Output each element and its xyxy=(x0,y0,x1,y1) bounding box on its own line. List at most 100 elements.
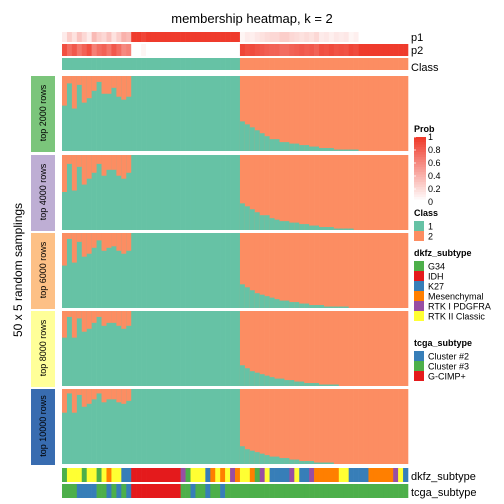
p2-cell xyxy=(289,44,295,56)
p1-cell xyxy=(249,32,256,42)
tcga-subtype-cell xyxy=(141,484,147,498)
p1-cell xyxy=(289,32,295,42)
membership-column xyxy=(378,76,384,151)
dkfz-subtype-cell xyxy=(348,468,354,482)
p2-cell xyxy=(309,44,315,56)
membership-column xyxy=(121,311,127,386)
membership-flip xyxy=(279,142,285,151)
tcga-subtype-cell xyxy=(190,484,196,498)
membership-flip xyxy=(274,378,280,386)
dkfz-subtype-legend-label: RTK I PDGFRA xyxy=(428,302,491,312)
tcga-subtype-cell xyxy=(101,484,107,498)
membership-column xyxy=(121,155,127,230)
membership-column xyxy=(328,311,335,386)
p2-cell xyxy=(195,44,201,56)
class-cell xyxy=(358,58,364,70)
membership-column xyxy=(279,233,285,308)
membership-column xyxy=(66,311,73,386)
class-cell xyxy=(165,58,172,70)
membership-column xyxy=(388,311,394,386)
dkfz-subtype-cell xyxy=(170,468,176,482)
membership-flip xyxy=(106,311,112,323)
p2-cell xyxy=(343,44,349,56)
membership-column xyxy=(319,76,325,151)
membership-flip xyxy=(244,449,251,464)
tcga-subtype-cell xyxy=(353,484,359,498)
tcga-subtype-legend-swatch xyxy=(414,361,424,371)
membership-flip xyxy=(249,290,256,308)
membership-flip xyxy=(101,389,107,403)
prob-gradient-step xyxy=(414,147,426,150)
membership-flip xyxy=(319,227,325,230)
membership-column xyxy=(289,76,295,151)
membership-flip xyxy=(91,311,97,323)
dkfz-subtype-cell xyxy=(185,468,191,482)
p1-cell xyxy=(76,32,83,42)
membership-column xyxy=(86,76,92,151)
membership-column xyxy=(185,233,191,308)
membership-flip xyxy=(86,311,92,329)
class-cell xyxy=(76,58,83,70)
p1-cell xyxy=(343,32,349,42)
membership-column xyxy=(126,155,132,230)
membership-column xyxy=(190,389,196,464)
membership-flip xyxy=(126,76,132,97)
membership-column xyxy=(175,311,181,386)
membership-column xyxy=(235,155,241,230)
membership-column xyxy=(81,76,88,151)
tcga-subtype-cell xyxy=(131,484,137,498)
prob-gradient-step xyxy=(414,187,426,190)
membership-column xyxy=(126,233,132,308)
dkfz-subtype-cell xyxy=(235,468,241,482)
class-cell xyxy=(71,58,78,70)
dkfz-subtype-cell xyxy=(146,468,152,482)
membership-flip xyxy=(319,462,325,464)
membership-column xyxy=(309,155,315,230)
membership-flip xyxy=(284,458,290,464)
dkfz-subtype-cell xyxy=(338,468,345,482)
p2-cell xyxy=(269,44,275,56)
membership-flip xyxy=(269,377,275,386)
membership-column xyxy=(358,389,364,464)
membership-column xyxy=(146,155,152,230)
membership-column xyxy=(348,155,354,230)
membership-column xyxy=(175,233,181,308)
membership-column xyxy=(141,311,147,386)
membership-column xyxy=(393,76,399,151)
membership-column xyxy=(338,76,345,151)
prob-gradient-step xyxy=(414,182,426,185)
membership-flip xyxy=(81,389,88,407)
membership-column xyxy=(101,389,107,464)
dkfz-subtype-cell xyxy=(136,468,142,482)
membership-column xyxy=(279,389,285,464)
membership-column xyxy=(62,233,68,308)
p1-cell xyxy=(304,32,310,42)
dkfz-subtype-cell xyxy=(205,468,211,482)
membership-flip xyxy=(106,389,112,400)
membership-column xyxy=(146,311,152,386)
prob-gradient-step xyxy=(414,169,426,173)
membership-column xyxy=(215,233,221,308)
membership-column xyxy=(150,76,157,151)
membership-column xyxy=(165,311,172,386)
membership-column xyxy=(333,155,340,230)
p2-cell xyxy=(373,44,379,56)
membership-column xyxy=(96,233,102,308)
p1-cell xyxy=(230,32,236,42)
membership-column xyxy=(309,389,315,464)
membership-flip xyxy=(323,306,330,308)
membership-column xyxy=(328,233,335,308)
membership-column xyxy=(215,389,221,464)
membership-column xyxy=(239,389,246,464)
p1-cell xyxy=(225,32,231,42)
membership-column xyxy=(116,311,122,386)
membership-flip xyxy=(86,233,92,254)
class-cell xyxy=(180,58,186,70)
p2-cell xyxy=(363,44,369,56)
membership-column xyxy=(220,389,226,464)
tcga-subtype-cell xyxy=(215,484,221,498)
membership-column xyxy=(141,155,147,230)
dkfz-subtype-legend-swatch xyxy=(414,311,424,321)
membership-column xyxy=(175,155,181,230)
membership-column xyxy=(284,155,290,230)
